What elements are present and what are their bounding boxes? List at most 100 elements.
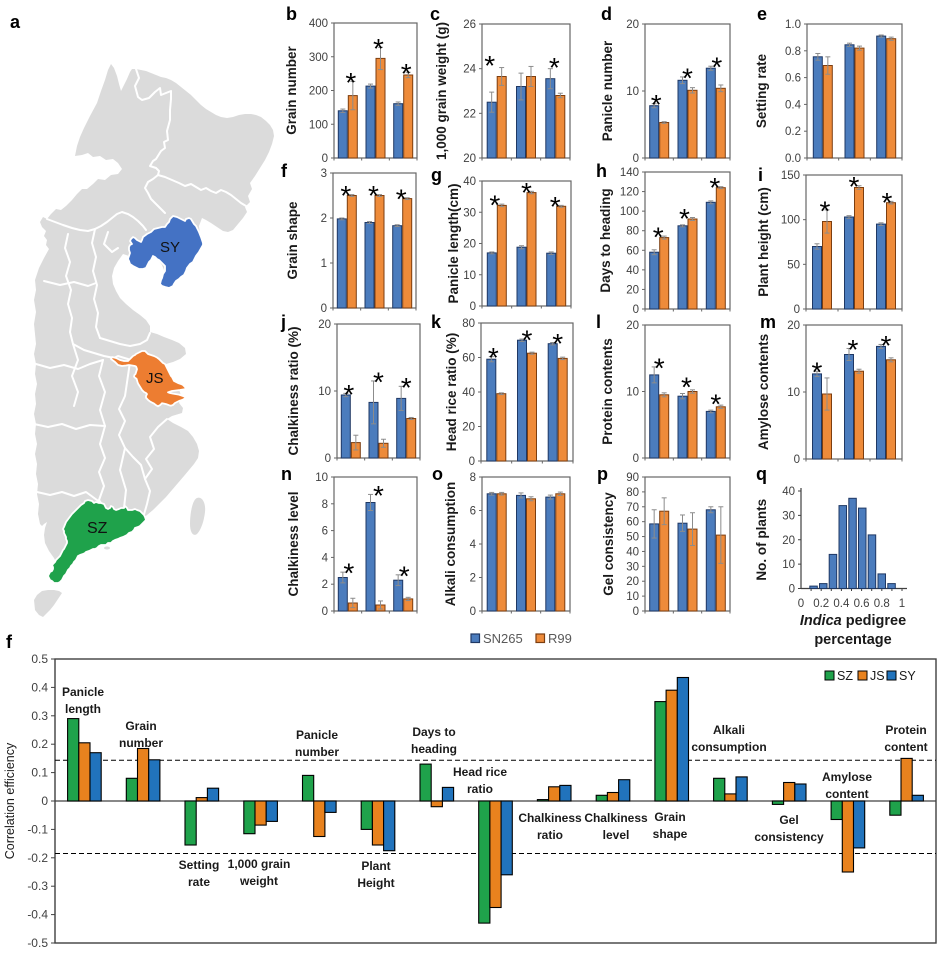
svg-text:-0.2: -0.2: [27, 851, 48, 865]
svg-text:d: d: [601, 4, 612, 24]
svg-text:-0.5: -0.5: [27, 936, 48, 950]
svg-text:-0.3: -0.3: [27, 879, 48, 893]
svg-text:0: 0: [794, 304, 800, 316]
svg-text:0: 0: [794, 454, 800, 466]
svg-text:*: *: [849, 171, 860, 202]
svg-text:-0.1: -0.1: [27, 822, 48, 836]
svg-text:*: *: [489, 190, 500, 221]
svg-text:consumption: consumption: [691, 740, 766, 754]
svg-text:20: 20: [782, 535, 795, 547]
svg-text:*: *: [654, 352, 665, 383]
svg-text:SN265: SN265: [483, 631, 523, 646]
svg-text:10: 10: [782, 559, 795, 571]
svg-text:20: 20: [462, 422, 475, 434]
svg-text:0.5: 0.5: [31, 652, 48, 666]
svg-text:SY: SY: [899, 669, 916, 683]
svg-text:0: 0: [633, 453, 639, 465]
svg-text:0: 0: [633, 153, 639, 165]
svg-text:0: 0: [470, 606, 476, 618]
svg-text:*: *: [373, 480, 384, 511]
svg-text:300: 300: [309, 52, 328, 64]
svg-text:0.2: 0.2: [813, 598, 829, 610]
svg-text:70: 70: [626, 502, 639, 514]
svg-text:Chalkiness level: Chalkiness level: [286, 491, 301, 596]
svg-text:*: *: [881, 330, 892, 361]
svg-text:rate: rate: [188, 875, 210, 889]
svg-text:4: 4: [470, 539, 477, 551]
svg-text:0: 0: [798, 598, 804, 610]
svg-text:40: 40: [626, 265, 639, 277]
svg-text:1: 1: [321, 258, 327, 270]
svg-text:100: 100: [781, 215, 800, 227]
svg-text:90: 90: [626, 472, 639, 484]
svg-text:*: *: [373, 33, 384, 64]
svg-text:0: 0: [321, 303, 327, 315]
svg-text:*: *: [340, 180, 351, 211]
svg-text:h: h: [596, 161, 607, 181]
svg-text:*: *: [710, 389, 721, 420]
svg-text:0: 0: [469, 456, 475, 468]
svg-text:o: o: [432, 464, 443, 484]
svg-text:24: 24: [463, 64, 476, 76]
svg-text:0.6: 0.6: [854, 598, 870, 610]
svg-text:*: *: [681, 371, 692, 402]
svg-text:*: *: [521, 177, 532, 208]
svg-text:3: 3: [321, 168, 327, 180]
svg-text:10: 10: [787, 387, 800, 399]
svg-text:*: *: [679, 203, 690, 234]
svg-text:6: 6: [322, 526, 328, 538]
svg-text:1.0: 1.0: [785, 19, 801, 31]
svg-text:Protein contents: Protein contents: [600, 338, 615, 445]
svg-text:*: *: [368, 180, 379, 211]
svg-text:*: *: [522, 325, 533, 356]
svg-text:20: 20: [318, 319, 331, 331]
svg-text:Correlation efficiency: Correlation efficiency: [3, 742, 17, 859]
svg-text:i: i: [758, 165, 763, 185]
svg-text:20: 20: [626, 576, 639, 588]
svg-text:m: m: [760, 312, 776, 332]
svg-text:g: g: [431, 165, 442, 185]
svg-text:0: 0: [470, 301, 476, 313]
svg-text:6: 6: [470, 506, 476, 518]
svg-text:2: 2: [321, 213, 327, 225]
svg-text:Grain shape: Grain shape: [285, 201, 300, 280]
svg-text:0.2: 0.2: [785, 126, 801, 138]
svg-text:0: 0: [325, 453, 331, 465]
svg-text:22: 22: [463, 108, 476, 120]
svg-text:f: f: [281, 161, 288, 181]
svg-text:Panicle: Panicle: [62, 685, 104, 699]
svg-text:20: 20: [626, 320, 639, 332]
svg-text:content: content: [884, 740, 927, 754]
svg-text:0.2: 0.2: [31, 737, 48, 751]
svg-text:30: 30: [782, 510, 795, 522]
svg-text:2: 2: [322, 579, 328, 591]
svg-text:*: *: [484, 50, 495, 81]
svg-text:60: 60: [462, 353, 475, 365]
svg-text:Amylose: Amylose: [822, 770, 872, 784]
svg-text:*: *: [709, 172, 720, 203]
svg-text:40: 40: [463, 176, 476, 188]
svg-text:ratio: ratio: [537, 828, 563, 842]
svg-text:c: c: [430, 4, 440, 24]
svg-text:Plant height (cm): Plant height (cm): [756, 187, 771, 297]
svg-text:k: k: [431, 312, 442, 332]
svg-text:2: 2: [470, 573, 476, 585]
svg-text:l: l: [596, 312, 601, 332]
svg-text:140: 140: [620, 167, 639, 179]
svg-text:*: *: [882, 187, 893, 218]
svg-text:0: 0: [633, 606, 639, 618]
svg-text:JS: JS: [870, 669, 885, 683]
svg-text:SY: SY: [160, 239, 180, 256]
svg-text:80: 80: [626, 487, 639, 499]
svg-text:10: 10: [626, 86, 639, 98]
svg-text:percentage: percentage: [814, 632, 891, 648]
svg-text:20: 20: [626, 19, 639, 31]
svg-text:*: *: [848, 334, 859, 365]
svg-text:100: 100: [620, 206, 639, 218]
svg-text:50: 50: [787, 259, 800, 271]
svg-text:0: 0: [41, 794, 48, 808]
svg-text:20: 20: [626, 284, 639, 296]
svg-text:40: 40: [626, 546, 639, 558]
svg-text:Setting rate: Setting rate: [754, 53, 769, 128]
svg-text:Plant: Plant: [361, 859, 390, 873]
